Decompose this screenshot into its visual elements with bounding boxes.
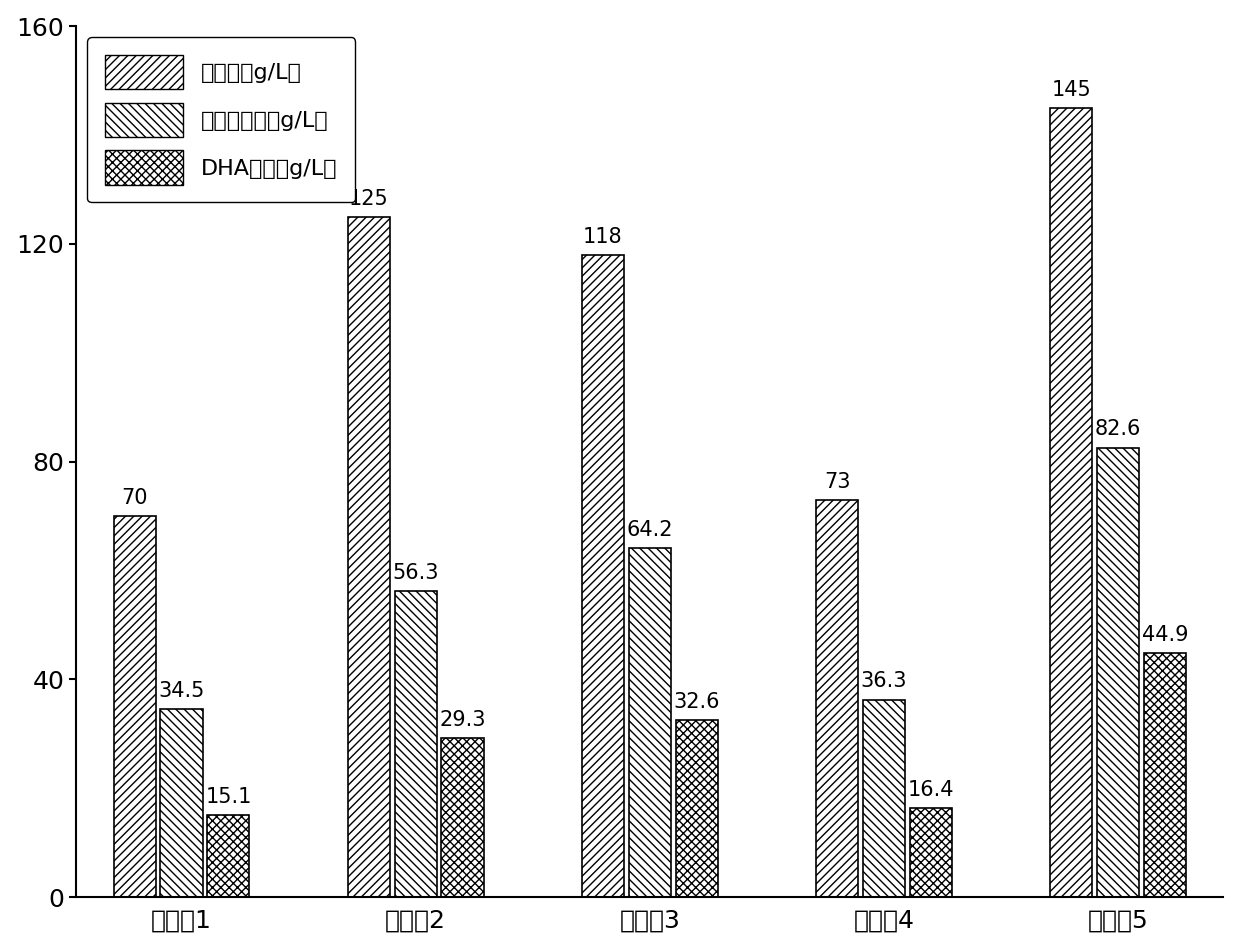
Text: 73: 73 (823, 472, 851, 492)
Bar (582, 255, 624, 897)
Text: 82.6: 82.6 (1095, 419, 1141, 439)
Bar (160, 710, 202, 897)
Bar (910, 808, 952, 897)
Text: 44.9: 44.9 (1142, 624, 1188, 644)
Bar (114, 516, 156, 897)
Bar (1143, 653, 1185, 897)
Text: 145: 145 (1052, 80, 1091, 100)
Text: 70: 70 (122, 488, 148, 508)
Text: 118: 118 (583, 227, 622, 247)
Text: 36.3: 36.3 (861, 672, 908, 692)
Bar (816, 500, 858, 897)
Text: 32.6: 32.6 (673, 692, 720, 712)
Bar (1097, 448, 1140, 897)
Bar (394, 590, 436, 897)
Text: 29.3: 29.3 (439, 710, 486, 730)
Bar (347, 216, 389, 897)
Bar (863, 699, 905, 897)
Bar (441, 737, 484, 897)
Legend: 生物量（g/L）, 粗油脂产量（g/L）, DHA产量（g/L）: 生物量（g/L）, 粗油脂产量（g/L）, DHA产量（g/L） (87, 37, 355, 202)
Text: 56.3: 56.3 (392, 563, 439, 583)
Text: 125: 125 (348, 189, 388, 209)
Bar (629, 548, 671, 897)
Text: 64.2: 64.2 (626, 519, 673, 540)
Text: 16.4: 16.4 (908, 780, 954, 800)
Bar (1050, 108, 1092, 897)
Text: 34.5: 34.5 (159, 681, 205, 701)
Bar (207, 815, 249, 897)
Bar (676, 719, 718, 897)
Text: 15.1: 15.1 (205, 787, 252, 807)
